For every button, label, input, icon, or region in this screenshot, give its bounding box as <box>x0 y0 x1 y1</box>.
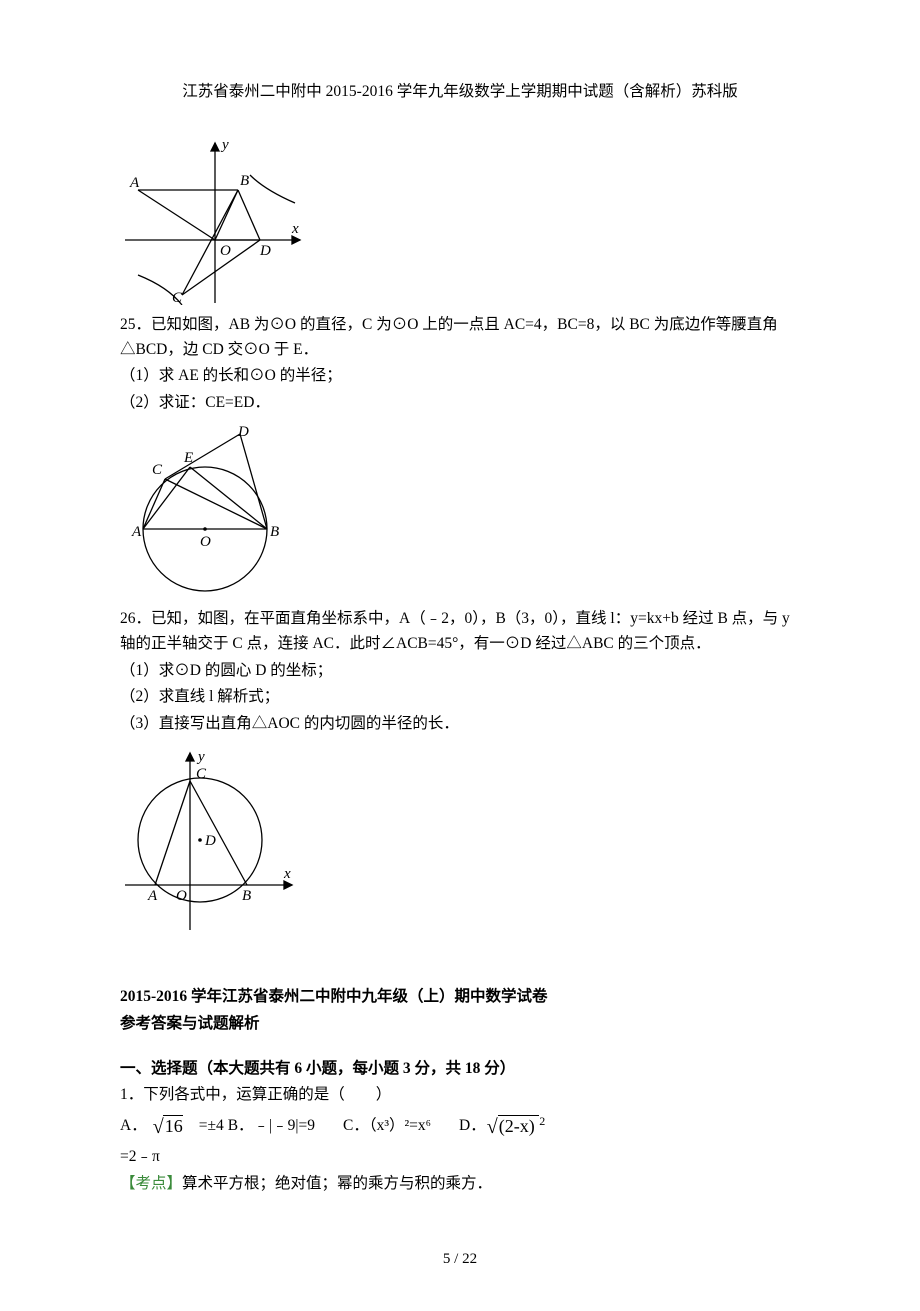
svg-text:O: O <box>176 888 187 904</box>
svg-text:C: C <box>172 290 183 305</box>
page-footer: 5 / 22 <box>120 1247 800 1271</box>
opt-d-post: =2﹣π <box>120 1145 800 1170</box>
svg-text:A: A <box>131 524 142 540</box>
q26-text-1: 26．已知，如图，在平面直角坐标系中，A（﹣2，0），B（3，0），直线 l：y… <box>120 607 800 657</box>
q26-text-2: （1）求⊙D 的圆心 D 的坐标； <box>120 659 800 684</box>
svg-text:O: O <box>200 534 211 550</box>
svg-text:D: D <box>237 424 249 440</box>
svg-text:y: y <box>196 749 205 765</box>
answers-section: 一、选择题（本大题共有 6 小题，每小题 3 分，共 18 分） <box>120 1057 800 1082</box>
opt-d-pre: D． <box>459 1114 486 1139</box>
answers-heading1: 2015-2016 学年江苏省泰州二中附中九年级（上）期中数学试卷 <box>120 985 800 1010</box>
kaodian-label: 【考点】 <box>120 1175 182 1192</box>
opt-a-pre: A． <box>120 1114 147 1139</box>
svg-text:x: x <box>291 221 299 237</box>
q25-text-2: （1）求 AE 的长和⊙O 的半径； <box>120 364 800 389</box>
svg-text:B: B <box>242 888 251 904</box>
opt-a-post: =±4 <box>199 1114 224 1139</box>
svg-text:A: A <box>129 175 140 191</box>
answers-q1-options: A． √ 16 =±4 B．﹣|﹣9|=9 C．（x³）²=x⁶ D． √ (2… <box>120 1110 800 1143</box>
svg-text:y: y <box>220 137 229 153</box>
kaodian-text: 算术平方根；绝对值；幂的乘方与积的乘方． <box>182 1175 492 1192</box>
figure-circle-triangle: A B C D E O <box>120 424 300 599</box>
opt-b: B．﹣|﹣9|=9 <box>228 1114 315 1139</box>
q25-text-3: （2）求证：CE=ED． <box>120 391 800 416</box>
q26-text-3: （2）求直线 l 解析式； <box>120 685 800 710</box>
kaodian-line: 【考点】算术平方根；绝对值；幂的乘方与积的乘方． <box>120 1172 800 1197</box>
svg-text:A: A <box>147 888 158 904</box>
svg-text:x: x <box>283 866 291 882</box>
figure-coordinate-circumscribed: A B C D O x y <box>120 745 300 935</box>
svg-text:C: C <box>152 462 163 478</box>
svg-text:B: B <box>270 524 279 540</box>
figure-coordinate-hyperbola: A B C D O x y <box>120 135 310 305</box>
svg-text:B: B <box>240 173 249 189</box>
q26-text-4: （3）直接写出直角△AOC 的内切圆的半径的长． <box>120 712 800 737</box>
page-header: 江苏省泰州二中附中 2015-2016 学年九年级数学上学期期中试题（含解析）苏… <box>120 80 800 105</box>
svg-text:C: C <box>196 766 207 782</box>
opt-c: C．（x³）²=x⁶ <box>343 1114 431 1139</box>
svg-text:D: D <box>204 833 216 849</box>
svg-text:O: O <box>220 243 231 259</box>
svg-text:E: E <box>183 450 193 466</box>
answers-heading2: 参考答案与试题解析 <box>120 1012 800 1037</box>
answers-q1: 1．下列各式中，运算正确的是（ ） <box>120 1083 800 1108</box>
svg-text:D: D <box>259 243 271 259</box>
q25-text-1: 25．已知如图，AB 为⊙O 的直径，C 为⊙O 上的一点且 AC=4，BC=8… <box>120 313 800 363</box>
